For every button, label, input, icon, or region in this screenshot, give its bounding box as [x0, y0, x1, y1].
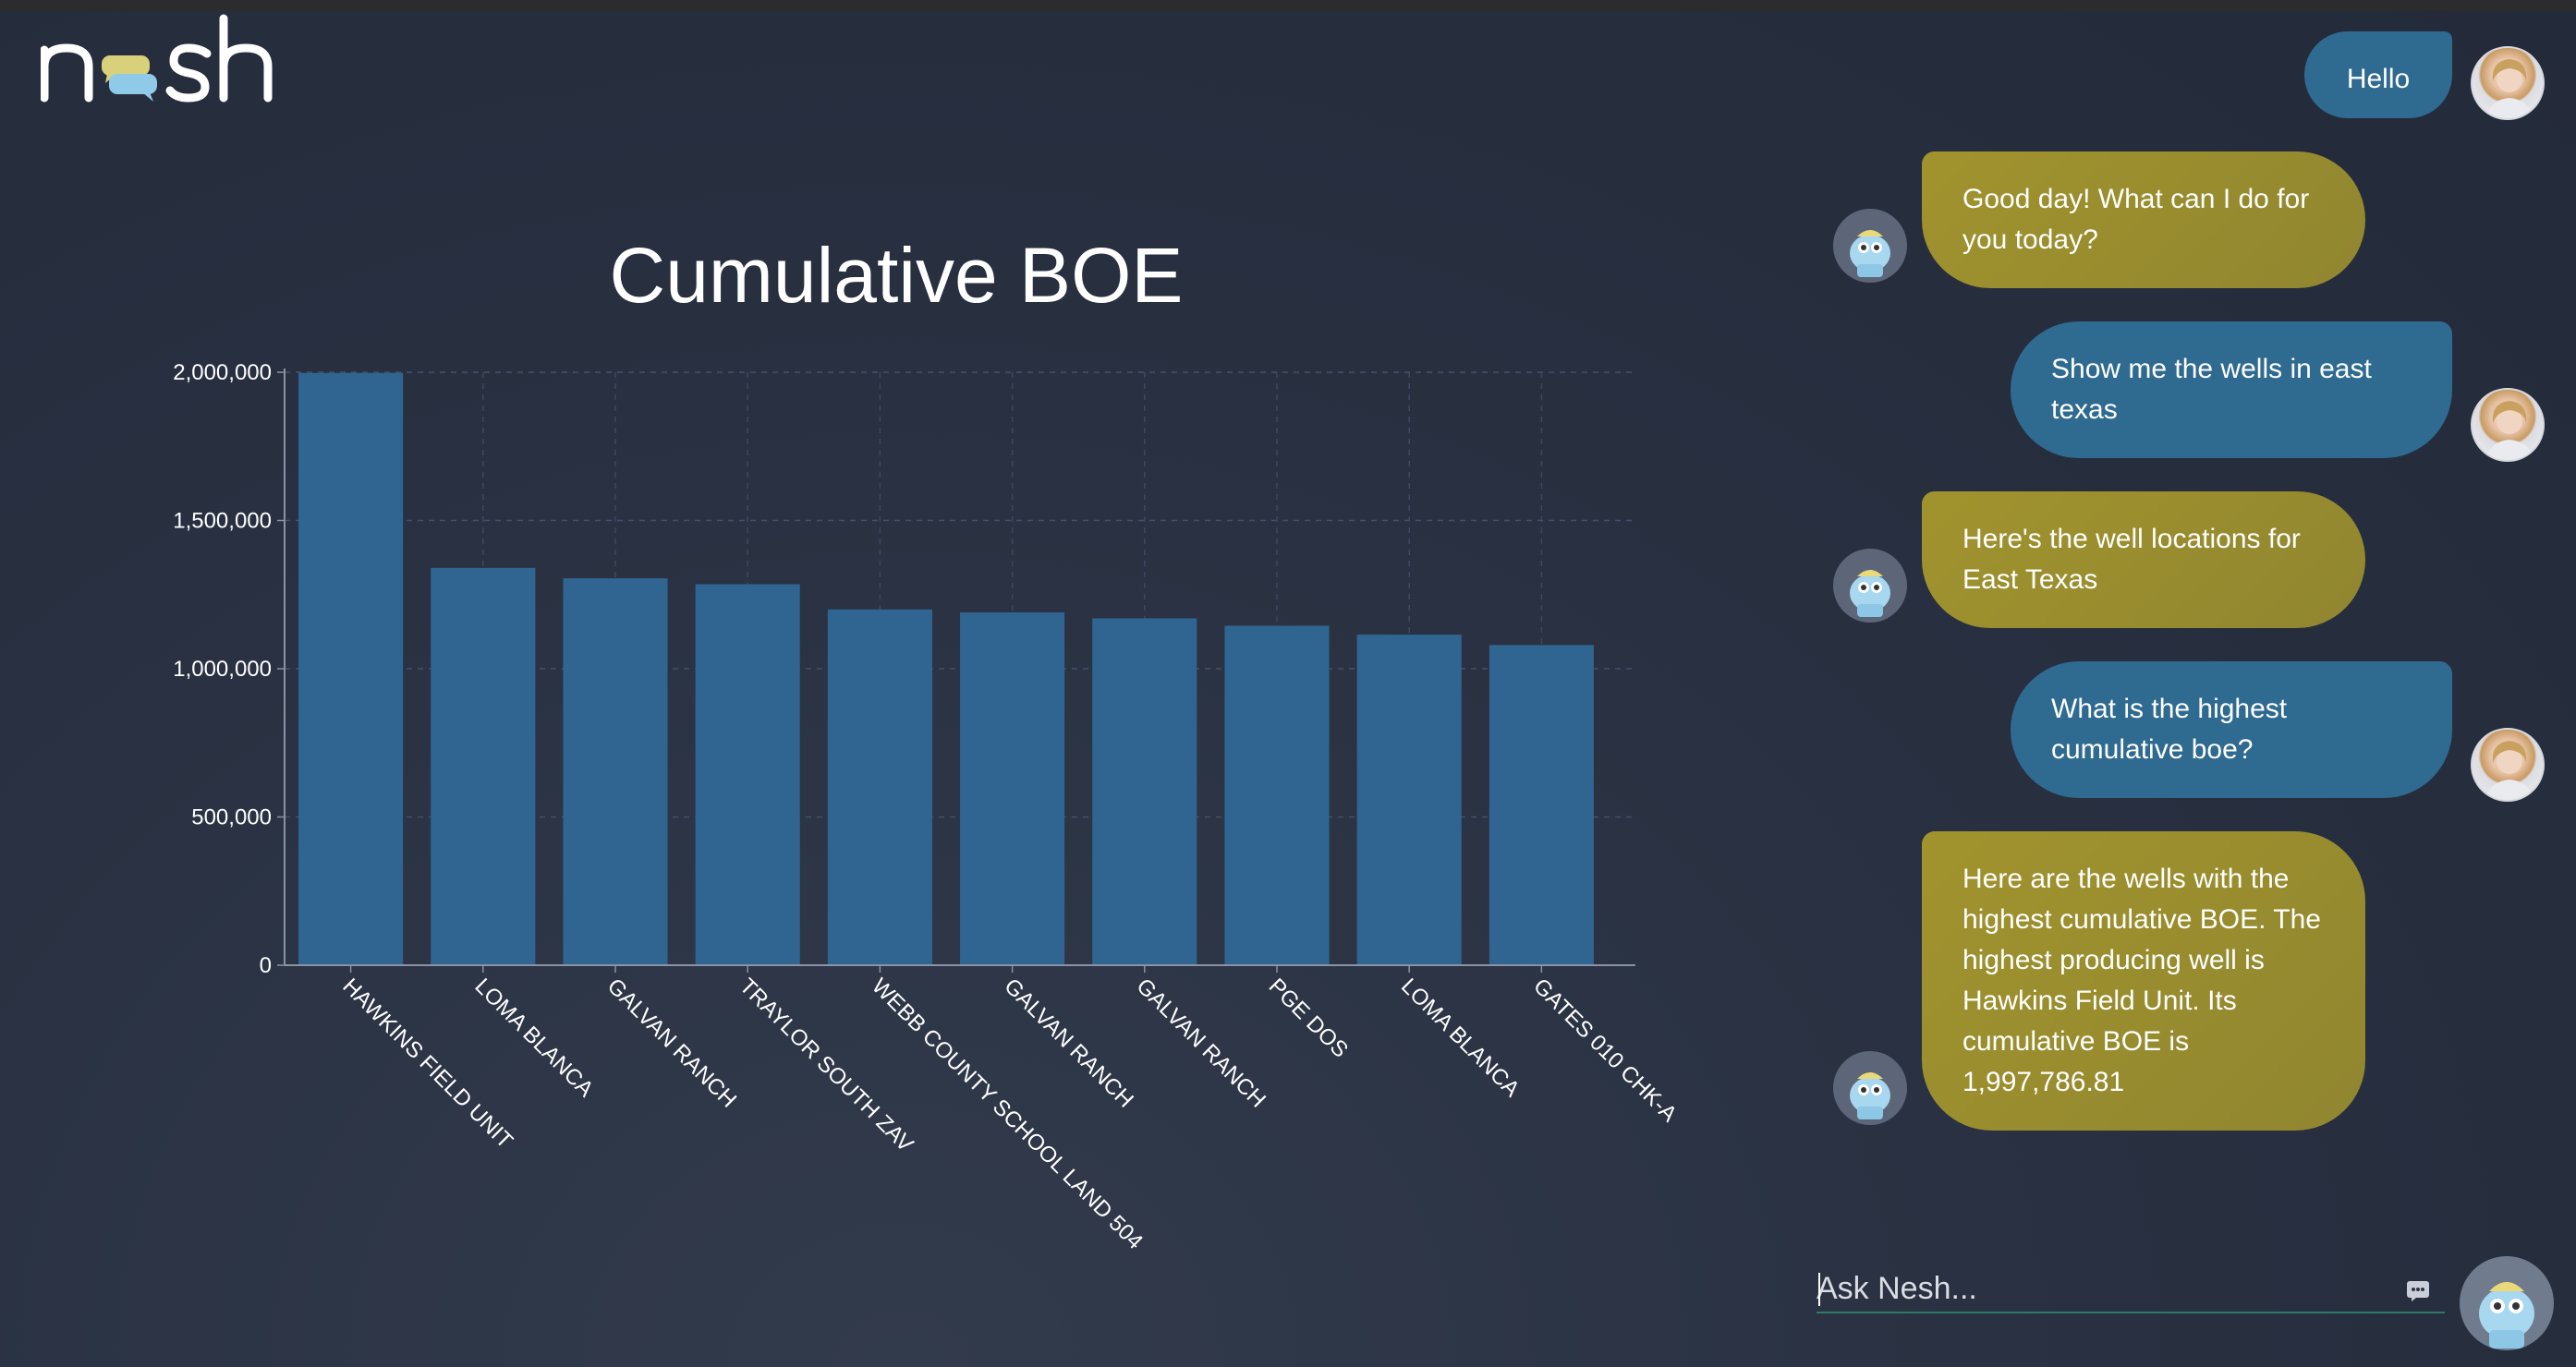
bar-chart-svg: 0500,0001,000,0001,500,0002,000,000HAWKI… [173, 360, 1682, 1254]
bar [431, 567, 536, 965]
bot-message: Good day! What can I do for you today? [1922, 151, 2365, 288]
bar [1092, 618, 1197, 965]
chat-panel: Hello Good day! What can I do for you to… [1811, 18, 2550, 1256]
bot-message: Here's the well locations for East Texas [1922, 491, 2365, 628]
y-tick-label: 0 [260, 953, 272, 978]
ask-nesh-input[interactable] [1817, 1265, 2445, 1313]
y-tick-label: 2,000,000 [173, 360, 272, 385]
bar [827, 609, 932, 965]
bar [298, 372, 404, 965]
bar [1488, 645, 1594, 965]
nesh-logo[interactable] [41, 13, 281, 115]
user-avatar [2471, 46, 2545, 120]
x-tick-label: PGE DOS [1264, 974, 1353, 1062]
y-tick-label: 1,500,000 [173, 509, 272, 534]
user-avatar [2471, 388, 2545, 462]
x-tick-label: GALVAN RANCH [999, 974, 1137, 1112]
user-avatar [2471, 728, 2545, 802]
top-strip [0, 0, 2576, 11]
x-tick-label: LOMA BLANCA [470, 974, 599, 1102]
x-tick-label: WEBB COUNTY SCHOOL LAND 504 [867, 974, 1148, 1254]
bot-message: Here are the wells with the highest cumu… [1922, 831, 2365, 1131]
bar [1356, 635, 1462, 965]
user-message: Show me the wells in east texas [2011, 321, 2452, 458]
bar [960, 612, 1065, 965]
bar [563, 578, 668, 965]
y-tick-label: 1,000,000 [173, 657, 272, 682]
x-tick-label: LOMA BLANCA [1396, 974, 1525, 1102]
text-cursor [1818, 1273, 1820, 1306]
cumulative-boe-chart: Cumulative BOE 0 500,000 1,000,000 1,500,00… [111, 203, 1719, 1275]
x-tick-label: GALVAN RANCH [602, 974, 741, 1112]
bot-avatar [1833, 549, 1907, 623]
y-tick-label: 500,000 [191, 805, 272, 830]
bar [1224, 625, 1330, 965]
x-tick-label: GATES 010 CHK-A [1528, 974, 1682, 1127]
user-message: Hello [2304, 31, 2452, 118]
bar [695, 584, 800, 965]
bot-avatar [1833, 1051, 1907, 1125]
user-message: What is the highest cumulative boe? [2011, 661, 2452, 798]
robot-avatar-button[interactable] [2460, 1256, 2554, 1350]
chart-title: Cumulative BOE [609, 232, 1184, 319]
chat-bubble-dots-icon[interactable] [2406, 1280, 2430, 1302]
x-tick-label: GALVAN RANCH [1132, 974, 1270, 1112]
bot-avatar [1833, 209, 1907, 283]
